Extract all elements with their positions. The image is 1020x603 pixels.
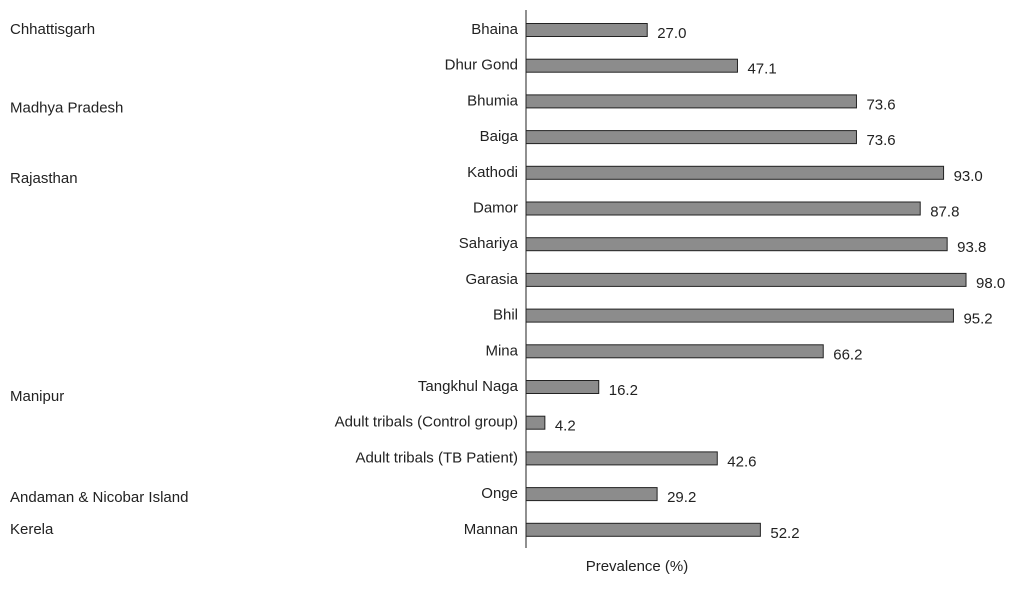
- category-label: Baiga: [480, 128, 519, 145]
- group-label: Manipur: [10, 388, 64, 405]
- bar: [525, 380, 600, 394]
- bar: [525, 58, 738, 73]
- value-label: 66.2: [833, 346, 862, 363]
- group-label: Chhattisgarh: [10, 21, 95, 38]
- bar: [525, 487, 658, 502]
- group-label: Madhya Pradesh: [10, 99, 123, 116]
- category-label: Mina: [485, 342, 518, 359]
- bar: [525, 165, 945, 180]
- category-label: Adult tribals (TB Patient): [355, 449, 518, 466]
- bar: [525, 344, 824, 359]
- value-label: 93.0: [954, 168, 983, 185]
- value-label: 73.6: [866, 96, 895, 113]
- value-label: 52.2: [770, 525, 799, 542]
- bar: [525, 522, 761, 537]
- value-label: 27.0: [657, 25, 686, 42]
- category-label: Tangkhul Naga: [418, 378, 519, 395]
- category-label: Adult tribals (Control group): [335, 414, 518, 431]
- value-label: 16.2: [609, 382, 638, 399]
- value-label: 73.6: [866, 132, 895, 149]
- value-label: 42.6: [727, 453, 756, 470]
- group-label: Kerela: [10, 521, 54, 538]
- bar: [525, 308, 954, 323]
- category-label: Bhil: [493, 307, 518, 324]
- bar: [525, 201, 921, 216]
- category-label: Garasia: [465, 271, 518, 288]
- group-label: Rajasthan: [10, 170, 78, 187]
- value-label: 93.8: [957, 239, 986, 256]
- bar: [525, 23, 648, 37]
- bar: [525, 272, 967, 287]
- value-label: 98.0: [976, 275, 1005, 292]
- category-label: Dhur Gond: [445, 57, 518, 74]
- category-label: Bhaina: [471, 21, 518, 38]
- category-label: Bhumia: [467, 92, 519, 109]
- category-label: Mannan: [464, 521, 518, 538]
- bar: [525, 451, 718, 466]
- x-axis-label: Prevalence (%): [586, 558, 689, 575]
- category-label: Damor: [473, 199, 518, 216]
- bar: [525, 130, 857, 145]
- group-label: Andaman & Nicobar Island: [10, 489, 188, 506]
- value-label: 4.2: [555, 418, 576, 435]
- bar: [525, 415, 546, 430]
- category-label: Kathodi: [467, 164, 518, 181]
- bar: [525, 237, 948, 252]
- value-label: 47.1: [747, 61, 776, 78]
- value-label: 29.2: [667, 489, 696, 506]
- category-label: Sahariya: [459, 235, 519, 252]
- bar: [525, 94, 857, 109]
- value-label: 95.2: [963, 311, 992, 328]
- category-label: Onge: [481, 485, 518, 502]
- value-label: 87.8: [930, 203, 959, 220]
